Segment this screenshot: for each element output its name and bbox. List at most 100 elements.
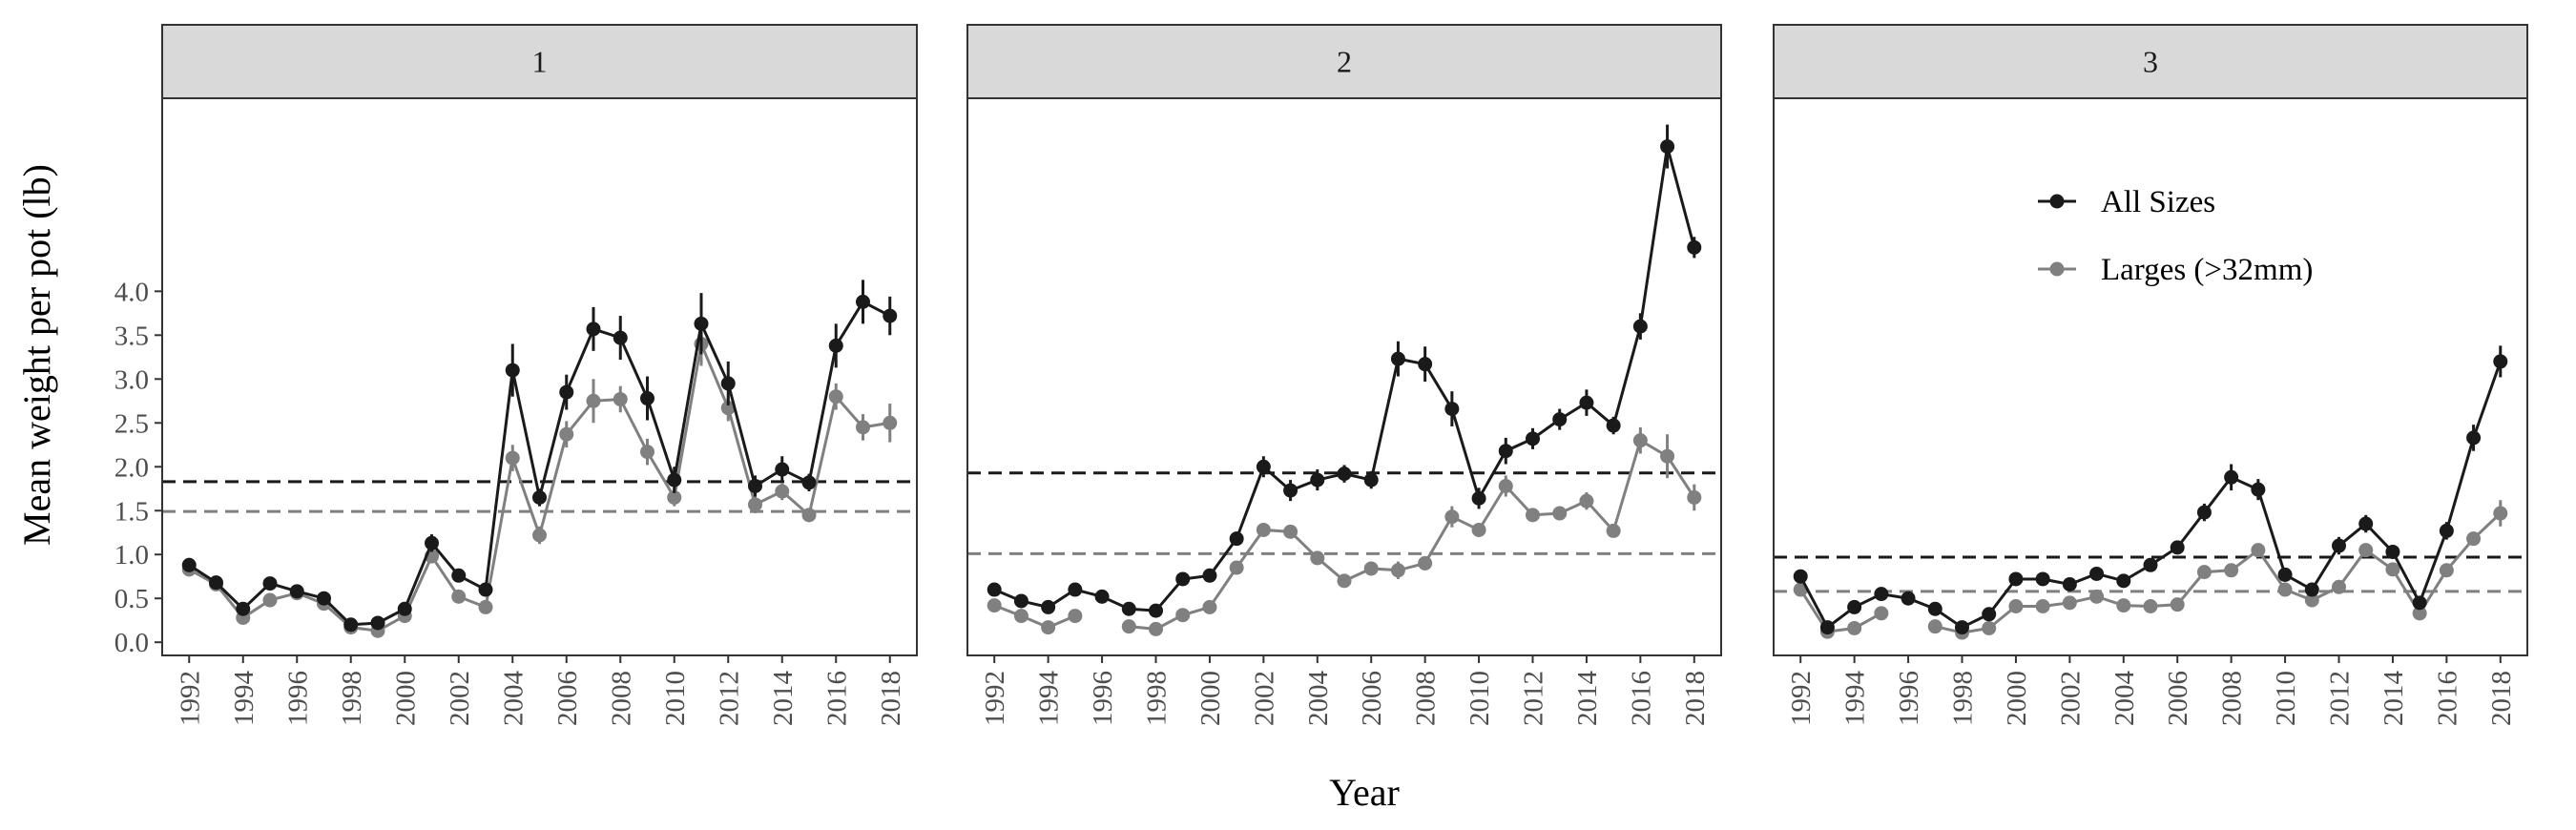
data-point-all-sizes: [478, 582, 493, 597]
data-point-all-sizes: [1498, 444, 1513, 459]
x-tick-label: 2018: [876, 671, 906, 726]
x-tick-label: 2008: [606, 671, 636, 726]
y-tick-label: 1.0: [114, 540, 149, 571]
x-tick-label: 1992: [1786, 671, 1817, 726]
data-point-all-sizes: [2224, 469, 2239, 485]
x-tick-label: 2008: [2217, 671, 2248, 726]
x-tick-label: 1994: [1034, 671, 1065, 727]
x-tick-label: 2004: [498, 671, 529, 727]
panel-border: [1773, 97, 2528, 656]
data-point-larges: [1256, 522, 1271, 537]
data-point-larges: [1390, 563, 1405, 578]
data-point-all-sizes: [1687, 239, 1702, 255]
data-point-all-sizes: [2062, 577, 2077, 592]
data-point-all-sizes: [2439, 523, 2454, 538]
data-point-larges: [856, 420, 870, 435]
data-point-all-sizes: [748, 479, 762, 494]
data-point-all-sizes: [1444, 402, 1460, 417]
panels-layer: 1 1992 1994 1996 1998 2000 2002 2004 2006 2008 201…: [114, 24, 2528, 727]
data-point-larges: [1687, 489, 1702, 505]
data-point-larges: [532, 528, 547, 543]
legend-label: All Sizes: [2101, 185, 2215, 219]
data-point-larges: [1337, 573, 1352, 589]
data-point-larges: [883, 415, 898, 430]
data-point-all-sizes: [1982, 607, 1997, 622]
x-tick-label: 2010: [660, 671, 691, 726]
data-point-all-sizes: [694, 316, 709, 331]
data-point-all-sizes: [586, 322, 601, 337]
x-tick-label: 1996: [1088, 671, 1118, 726]
x-tick-label: 2002: [1249, 671, 1279, 726]
data-point-larges: [1418, 555, 1433, 571]
data-point-all-sizes: [397, 601, 412, 616]
data-point-larges: [1121, 619, 1136, 634]
x-tick-label: 1996: [1894, 671, 1924, 726]
data-point-larges: [2251, 543, 2266, 558]
data-point-all-sizes: [667, 472, 682, 488]
data-point-all-sizes: [2170, 540, 2185, 555]
data-point-larges: [1498, 479, 1513, 494]
data-point-all-sizes: [720, 376, 736, 391]
data-point-all-sizes: [2385, 544, 2400, 559]
x-tick-label: 2006: [2163, 671, 2193, 726]
x-tick-label: 2000: [2002, 671, 2032, 726]
data-point-larges: [2358, 543, 2374, 558]
data-point-larges: [1229, 560, 1244, 575]
data-point-larges: [1444, 509, 1460, 525]
data-point-all-sizes: [370, 615, 385, 631]
data-point-all-sizes: [2089, 566, 2105, 581]
data-point-all-sizes: [640, 391, 654, 406]
y-tick-label: 1.5: [114, 496, 149, 527]
data-point-all-sizes: [1526, 431, 1540, 446]
series-line-larges: [993, 604, 1076, 630]
data-point-larges: [2035, 598, 2050, 613]
data-point-all-sizes: [425, 535, 439, 550]
data-point-all-sizes: [559, 384, 574, 400]
y-tick-label: 0.0: [114, 628, 149, 658]
data-point-larges: [2062, 595, 2077, 611]
x-tick-label: 2004: [2109, 671, 2140, 727]
x-tick-label: 2006: [552, 671, 583, 726]
data-point-larges: [2439, 563, 2454, 578]
data-point-all-sizes: [1847, 599, 1862, 614]
data-point-all-sizes: [181, 557, 197, 572]
data-point-all-sizes: [1041, 599, 1056, 614]
panel-strip: [966, 24, 1722, 99]
y-tick-label: 3.5: [114, 321, 149, 351]
data-point-all-sizes: [1927, 601, 1942, 616]
data-point-larges: [451, 589, 467, 604]
data-point-all-sizes: [2196, 505, 2212, 520]
data-point-larges: [1606, 523, 1621, 538]
data-point-all-sizes: [1202, 568, 1217, 583]
x-tick-label: 1998: [1142, 671, 1173, 726]
x-tick-label: 1992: [980, 671, 1010, 726]
data-point-all-sizes: [2466, 430, 2482, 446]
y-axis-label: Mean weight per pot (lb): [15, 164, 58, 546]
data-point-larges: [2385, 562, 2400, 577]
x-tick-label: 2008: [1411, 671, 1442, 726]
data-point-all-sizes: [2304, 582, 2319, 597]
data-point-all-sizes: [1013, 593, 1028, 609]
x-tick-label: 1994: [1840, 671, 1871, 727]
panel-strip-label: 2: [1337, 45, 1352, 79]
x-tick-label: 2010: [1465, 671, 1495, 726]
data-point-all-sizes: [2358, 516, 2374, 531]
data-point-larges: [2008, 598, 2024, 613]
legend-label: Larges (>32mm): [2101, 253, 2313, 287]
data-point-all-sizes: [1283, 483, 1298, 498]
data-point-all-sizes: [1363, 472, 1379, 488]
data-point-all-sizes: [1175, 571, 1191, 587]
legend: All Sizes Larges (>32mm): [2038, 185, 2313, 287]
series-line-larges: [1934, 511, 2502, 634]
data-point-larges: [1013, 609, 1028, 624]
series-line-larges: [1798, 589, 1882, 633]
data-point-all-sizes: [1606, 418, 1621, 433]
data-point-all-sizes: [1229, 531, 1244, 547]
data-point-larges: [2116, 598, 2131, 613]
x-axis-label: Year: [1329, 771, 1400, 814]
data-point-all-sizes: [801, 475, 817, 490]
x-tick-label: 2014: [1572, 671, 1603, 727]
data-point-larges: [748, 497, 762, 512]
data-point-larges: [1874, 606, 1889, 621]
data-point-larges: [1471, 522, 1486, 537]
